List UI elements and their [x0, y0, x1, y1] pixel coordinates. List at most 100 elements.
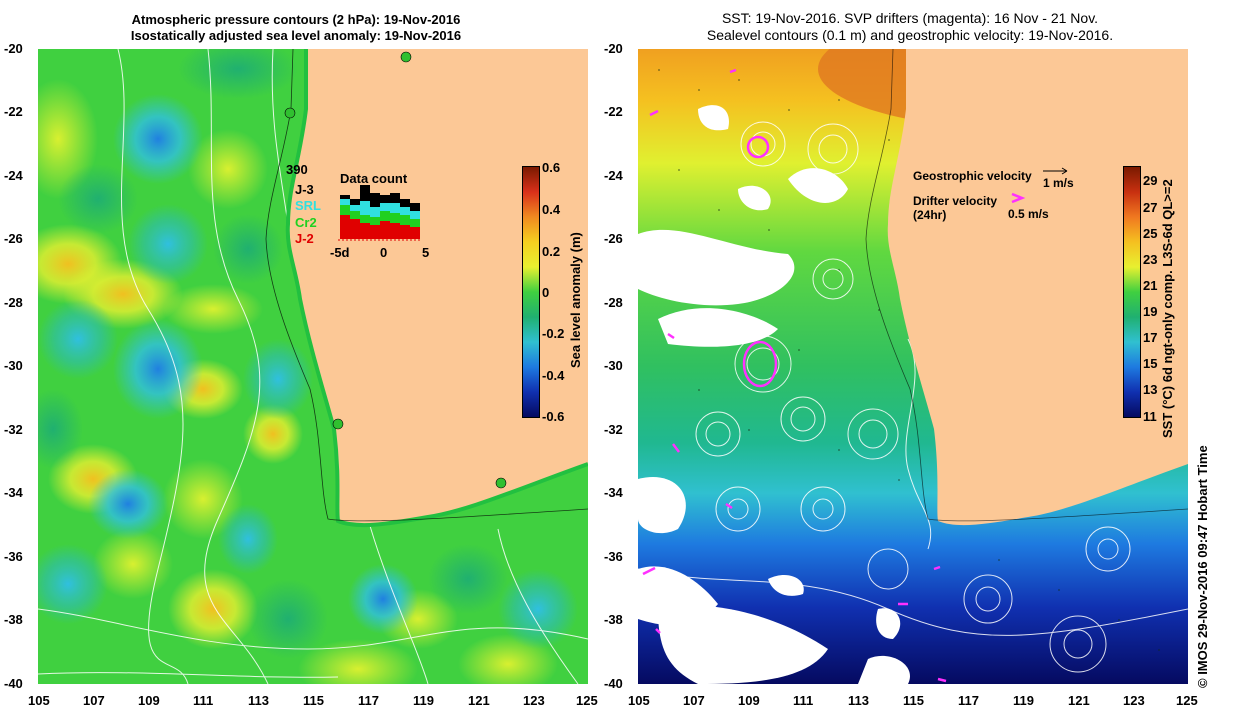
geostrophic-velocity-label: Geostrophic velocity — [913, 169, 1032, 183]
y-tick: -38 — [604, 612, 623, 627]
y-tick: -22 — [604, 104, 623, 119]
sst-tick: 17 — [1143, 330, 1158, 345]
sla-tick: 0.2 — [542, 244, 561, 259]
sst-tick: 23 — [1143, 252, 1158, 267]
right-title: SST: 19-Nov-2016. SVP drifters (magenta)… — [660, 10, 1160, 44]
sst-tick: 11 — [1143, 409, 1157, 424]
y-tick: -24 — [4, 168, 23, 183]
x-tick: 121 — [468, 693, 490, 708]
sla-tick: 0.6 — [542, 160, 561, 175]
inset-xtick-0: -5d — [330, 245, 350, 260]
sst-tick: 29 — [1143, 173, 1158, 188]
x-tick: 125 — [576, 693, 598, 708]
x-tick: 105 — [28, 693, 50, 708]
geostrophic-velocity-scale: 1 m/s — [1043, 176, 1074, 190]
sla-tick: 0 — [542, 285, 550, 300]
sst-tick: 21 — [1143, 278, 1158, 293]
x-tick: 121 — [1068, 693, 1090, 708]
y-tick: -20 — [604, 41, 623, 56]
x-tick: 111 — [793, 693, 814, 708]
tide-gauges — [284, 51, 507, 489]
y-tick: -26 — [4, 231, 23, 246]
cloud-mask — [638, 105, 910, 684]
y-tick: -30 — [604, 358, 623, 373]
drifter-velocity-scale: 0.5 m/s — [1008, 207, 1049, 221]
x-tick: 115 — [903, 693, 924, 708]
sst-tick: 27 — [1143, 200, 1158, 215]
y-tick: -34 — [4, 485, 23, 500]
inset-legend-j3: J-3 — [295, 182, 314, 197]
y-tick: -28 — [604, 295, 623, 310]
inset-xtick-2: 5 — [422, 245, 430, 260]
sst-colorbar — [1123, 166, 1141, 418]
left-title-line2: Isostatically adjusted sea level anomaly… — [130, 28, 462, 43]
pressure-contours — [38, 49, 588, 684]
inset-legend-cr2: Cr2 — [295, 215, 317, 230]
sla-colorbar — [522, 166, 540, 418]
right-title-line1: SST: 19-Nov-2016. SVP drifters (magenta)… — [721, 10, 1099, 26]
australia-land — [887, 49, 1188, 526]
inset-xtick-1: 0 — [380, 245, 388, 260]
y-tick: -30 — [4, 358, 23, 373]
svp-drifters — [642, 68, 947, 683]
x-tick: 109 — [138, 693, 160, 708]
sst-tick: 19 — [1143, 304, 1158, 319]
inset-legend-srl: SRL — [295, 198, 321, 213]
geostrophic-arrow-icon — [1043, 167, 1068, 175]
x-tick: 113 — [248, 693, 269, 708]
sst-tick: 15 — [1143, 356, 1158, 371]
y-tick: -32 — [604, 422, 623, 437]
sea-level-anomaly-map — [38, 49, 588, 684]
y-tick: -26 — [604, 231, 623, 246]
y-tick: -36 — [604, 549, 623, 564]
x-tick: 109 — [738, 693, 760, 708]
sla-tick: -0.2 — [542, 326, 565, 341]
inset-max-count: 390 — [286, 162, 308, 177]
inset-bars — [338, 185, 422, 241]
y-tick: -40 — [604, 676, 623, 691]
y-tick: -22 — [4, 104, 23, 119]
x-tick: 125 — [1176, 693, 1198, 708]
right-title-line2: Sealevel contours (0.1 m) and geostrophi… — [706, 27, 1114, 43]
sst-tick: 13 — [1143, 382, 1158, 397]
australia-land — [287, 49, 588, 526]
x-tick: 119 — [413, 693, 434, 708]
sla-tick: -0.4 — [542, 368, 565, 383]
x-tick: 113 — [848, 693, 869, 708]
y-tick: -36 — [4, 549, 23, 564]
y-tick: -32 — [4, 422, 23, 437]
sst-tick: 25 — [1143, 226, 1158, 241]
sst-colorbar-label: SST (°C) 6d ngt-only comp. L3S-6d QL>=2 — [1160, 179, 1175, 438]
left-title-line1: Atmospheric pressure contours (2 hPa): 1… — [131, 12, 461, 27]
sst-map — [638, 49, 1188, 684]
sla-tick: 0.4 — [542, 202, 561, 217]
y-tick: -40 — [4, 676, 23, 691]
sst-map-canvas — [638, 49, 1188, 684]
x-tick: 115 — [303, 693, 324, 708]
y-tick: -28 — [4, 295, 23, 310]
x-tick: 123 — [523, 693, 545, 708]
x-tick: 117 — [358, 693, 379, 708]
x-tick: 105 — [628, 693, 650, 708]
y-tick: -24 — [604, 168, 623, 183]
inset-legend-j2: J-2 — [295, 231, 314, 246]
y-tick: -20 — [4, 41, 23, 56]
velocity-vectors — [658, 69, 1160, 651]
x-tick: 111 — [193, 693, 214, 708]
x-tick: 119 — [1013, 693, 1034, 708]
x-tick: 107 — [683, 693, 705, 708]
anomaly-field — [38, 49, 578, 684]
sea-level-anomaly-map-canvas — [38, 49, 588, 684]
sla-tick: -0.6 — [542, 409, 565, 424]
drifter-velocity-label: Drifter velocity — [913, 194, 998, 208]
drifter-arrow-icon — [1011, 192, 1026, 204]
drifter-velocity-label-24hr: (24hr) — [913, 208, 947, 222]
sla-colorbar-label: Sea level anomaly (m) — [568, 232, 583, 368]
y-tick: -38 — [4, 612, 23, 627]
y-tick: -34 — [604, 485, 623, 500]
imos-credit: © IMOS 29-Nov-2016 09:47 Hobart Time — [1195, 445, 1210, 688]
x-tick: 123 — [1123, 693, 1145, 708]
x-tick: 117 — [958, 693, 979, 708]
x-tick: 107 — [83, 693, 105, 708]
left-title: Atmospheric pressure contours (2 hPa): 1… — [96, 12, 496, 44]
